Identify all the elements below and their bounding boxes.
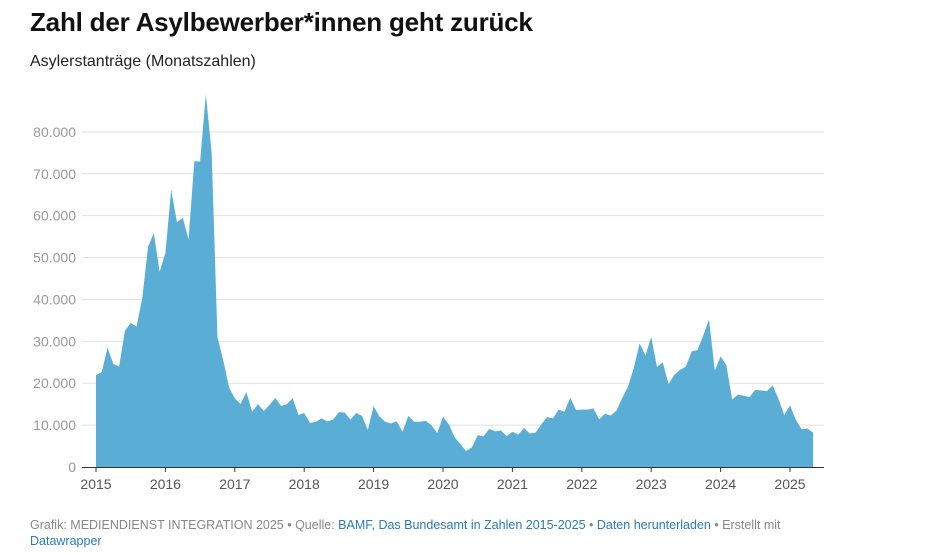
data-area-layer: [96, 94, 814, 467]
x-tick-label: 2018: [289, 476, 320, 492]
footer-created-with: • Erstellt mit: [710, 518, 781, 532]
chart-subtitle: Asylerstanträge (Monatszahlen): [30, 53, 256, 70]
datawrapper-link[interactable]: Datawrapper: [30, 534, 102, 548]
x-tick-label: 2020: [427, 476, 458, 492]
chart-title: Zahl der Asylbewerber*innen geht zurück: [30, 7, 533, 37]
download-data-link[interactable]: Daten herunterladen: [596, 518, 711, 532]
x-tick-label: 2016: [150, 476, 181, 492]
area-chart: 0 10.000 20.000 30.000 40.000 50.000 60.000 70.…: [33, 94, 824, 492]
data-area: [96, 94, 814, 467]
y-tick-label: 30.000: [33, 333, 76, 349]
y-tick-label: 10.000: [33, 417, 76, 433]
y-tick-label: 40.000: [33, 291, 76, 307]
x-tick-label: 2022: [566, 476, 597, 492]
x-tick-label: 2021: [497, 476, 528, 492]
y-tick-label: 0: [68, 459, 76, 475]
x-tick-label: 2019: [358, 476, 389, 492]
x-tick-label: 2025: [774, 476, 805, 492]
x-tick-label: 2023: [636, 476, 667, 492]
y-tick-label: 50.000: [33, 250, 76, 266]
x-tick-label: 2017: [219, 476, 250, 492]
y-tick-label: 60.000: [33, 208, 76, 224]
x-tick-label: 2015: [80, 476, 111, 492]
footer-credit: Grafik: MEDIENDIENST INTEGRATION 2025 • …: [30, 518, 339, 532]
source-link[interactable]: BAMF, Das Bundesamt in Zahlen 2015-2025: [338, 518, 586, 532]
y-tick-label: 70.000: [33, 166, 76, 182]
y-tick-label: 20.000: [33, 375, 76, 391]
chart-footer: Grafik: MEDIENDIENST INTEGRATION 2025 • …: [30, 517, 820, 549]
axes: 0 10.000 20.000 30.000 40.000 50.000 60.000 70.…: [33, 124, 824, 492]
y-tick-label: 80.000: [33, 124, 76, 140]
x-tick-label: 2024: [705, 476, 736, 492]
footer-separator: •: [585, 518, 597, 532]
